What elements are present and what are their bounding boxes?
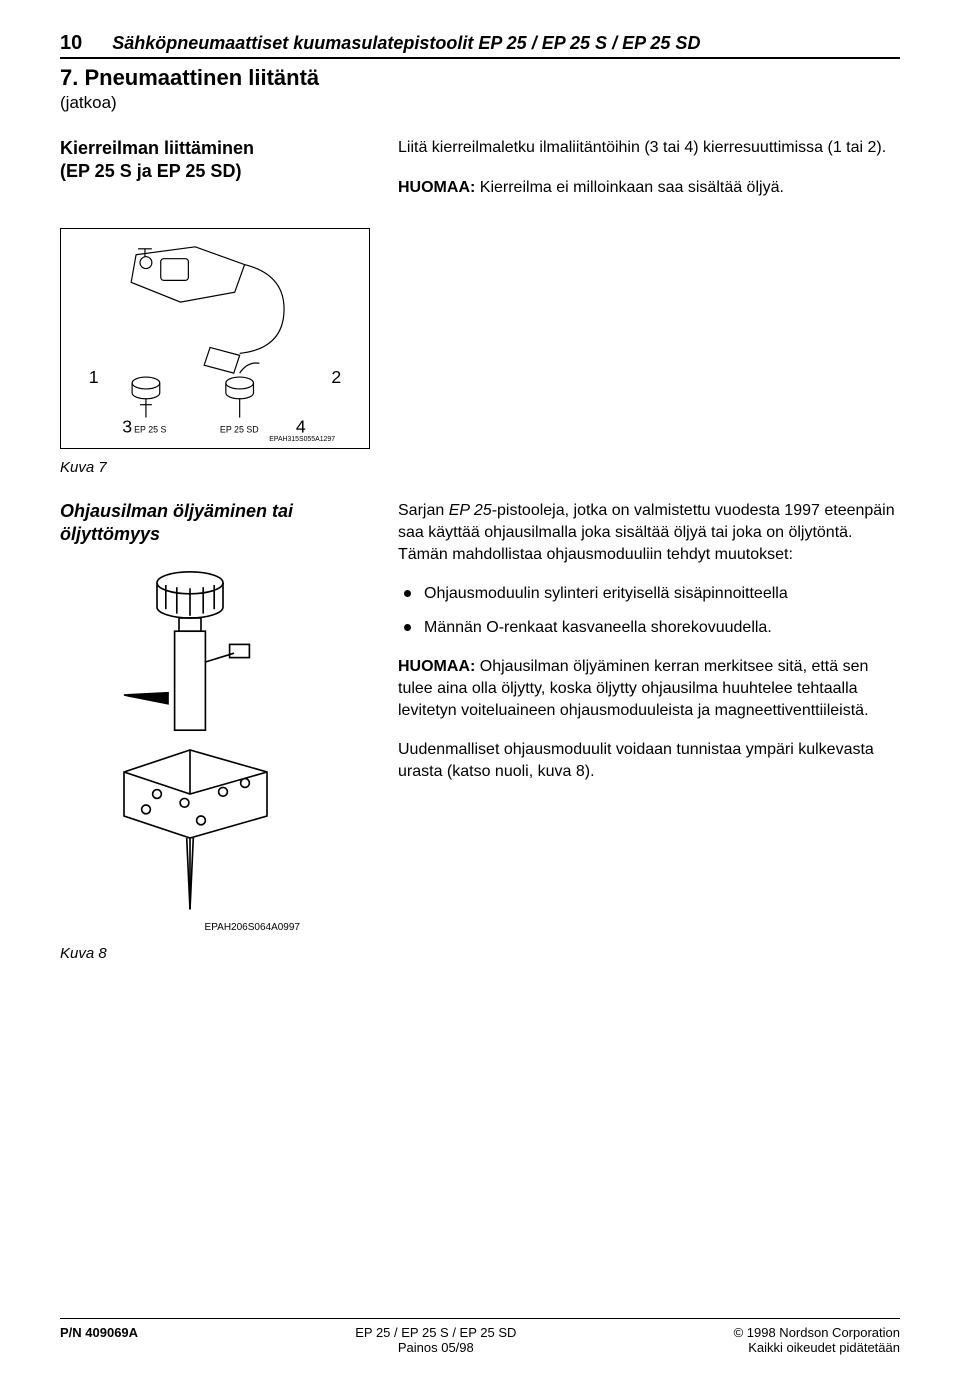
footer-right: © 1998 Nordson Corporation Kaikki oikeud…: [734, 1325, 900, 1355]
fig7-model-1: EP 25 S: [134, 425, 166, 435]
block2-subhead-line2: öljyttömyys: [60, 523, 370, 546]
footer-center: EP 25 / EP 25 S / EP 25 SD Painos 05/98: [355, 1325, 516, 1355]
block1-subhead-line1: Kierreilman liittäminen: [60, 137, 370, 160]
block1-subhead-line2: (EP 25 S ja EP 25 SD): [60, 160, 370, 183]
block-2: Ohjausilman öljyäminen tai öljyttömyys: [60, 500, 900, 933]
figure-8-svg: [80, 563, 300, 915]
footer-center-2: Painos 05/98: [398, 1340, 474, 1355]
footer-left: P/N 409069A: [60, 1325, 138, 1355]
page-number: 10: [60, 32, 82, 55]
page: 10 Sähköpneumaattiset kuumasulatepistool…: [0, 0, 960, 1383]
block2-para1-pre: Sarjan: [398, 502, 449, 519]
footer-right-1: © 1998 Nordson Corporation: [734, 1325, 900, 1340]
figure-8: EPAH206S064A0997: [80, 563, 300, 933]
block1-note: HUOMAA: Kierreilma ei milloinkaan saa si…: [398, 177, 900, 199]
block-1: Kierreilman liittäminen (EP 25 S ja EP 2…: [60, 137, 900, 216]
running-title: Sähköpneumaattiset kuumasulatepistoolit …: [112, 33, 700, 54]
block-1-right: Liitä kierreilmaletku ilmaliitäntöihin (…: [398, 137, 900, 216]
section-continued: (jatkoa): [60, 93, 900, 113]
figure-7-caption: Kuva 7: [60, 459, 900, 476]
bullet-2: Männän O-renkaat kasvaneella shorekovuud…: [398, 617, 900, 639]
fig7-label-4: 4: [296, 417, 306, 437]
block2-bullets: Ohjausmoduulin sylinteri erityisellä sis…: [398, 583, 900, 638]
block2-para1-em: EP 25: [449, 502, 492, 519]
block2-subhead-line1: Ohjausilman öljyäminen tai: [60, 500, 370, 523]
block2-note: HUOMAA: Ohjausilman öljyäminen kerran me…: [398, 656, 900, 721]
footer-right-2: Kaikki oikeudet pidätetään: [748, 1340, 900, 1355]
footer-row: P/N 409069A EP 25 / EP 25 S / EP 25 SD P…: [60, 1325, 900, 1355]
note-label: HUOMAA:: [398, 179, 475, 196]
fig7-ref: EPAH315S055A1297: [269, 436, 335, 442]
section-title: 7. Pneumaattinen liitäntä: [60, 65, 900, 91]
bullet-1: Ohjausmoduulin sylinteri erityisellä sis…: [398, 583, 900, 605]
fig7-label-1: 1: [89, 367, 99, 387]
figure-7-svg: 1 2 3 4 EP 25 S EP 25 SD EPAH315S055A129…: [67, 235, 363, 442]
fig7-label-2: 2: [331, 367, 341, 387]
fig7-label-3: 3: [122, 417, 132, 437]
footer-center-1: EP 25 / EP 25 S / EP 25 SD: [355, 1325, 516, 1340]
block-2-right: Sarjan EP 25-pistooleja, jotka on valmis…: [398, 500, 900, 933]
page-footer: P/N 409069A EP 25 / EP 25 S / EP 25 SD P…: [60, 1318, 900, 1355]
footer-rule: [60, 1318, 900, 1319]
fig7-model-2: EP 25 SD: [220, 425, 259, 435]
block2-para1: Sarjan EP 25-pistooleja, jotka on valmis…: [398, 500, 900, 565]
block-1-left: Kierreilman liittäminen (EP 25 S ja EP 2…: [60, 137, 370, 216]
block-2-left: Ohjausilman öljyäminen tai öljyttömyys: [60, 500, 370, 933]
figure-8-caption: Kuva 8: [60, 945, 900, 962]
block1-para1: Liitä kierreilmaletku ilmaliitäntöihin (…: [398, 137, 900, 159]
note-text: Kierreilma ei milloinkaan saa sisältää ö…: [475, 179, 784, 196]
note-label-2: HUOMAA:: [398, 658, 475, 675]
figure-7: 1 2 3 4 EP 25 S EP 25 SD EPAH315S055A129…: [60, 228, 370, 449]
page-header: 10 Sähköpneumaattiset kuumasulatepistool…: [60, 32, 900, 59]
fig8-ref: EPAH206S064A0997: [80, 922, 300, 933]
block2-para3: Uudenmalliset ohjausmoduulit voidaan tun…: [398, 739, 900, 782]
